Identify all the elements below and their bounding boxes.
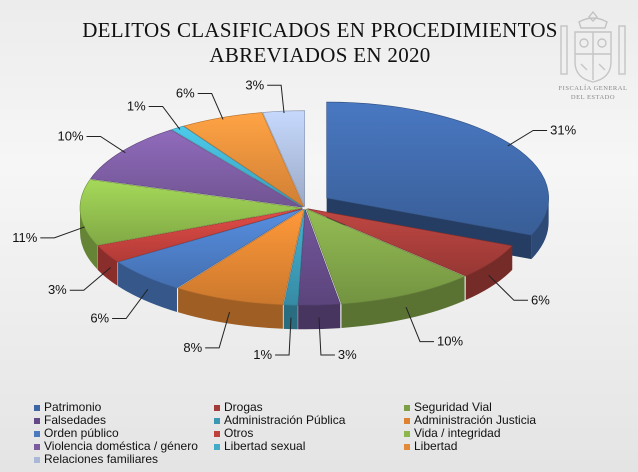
emblem-caption-line-2: DEL ESTADO	[570, 94, 616, 101]
legend-item-falsedades: Falsedades	[34, 414, 106, 427]
data-label-libertad-sexual: 1%	[127, 98, 146, 113]
legend-label: Violencia doméstica / género	[44, 439, 198, 453]
legend-label: Vida / integridad	[414, 426, 501, 440]
leader-line	[112, 289, 149, 319]
legend-label: Administración Pública	[224, 413, 346, 427]
legend-swatch	[34, 443, 40, 450]
legend-label: Administración Justicia	[414, 413, 537, 427]
slice-drogas	[307, 208, 513, 277]
legend-label: Drogas	[224, 400, 263, 414]
slice-violencia-dom-stica-g-nero	[90, 129, 303, 208]
legend-item-otros: Otros	[214, 427, 253, 440]
slice-side-administraci-n-p-blica	[283, 304, 298, 330]
legend-swatch	[404, 430, 410, 437]
legend-label: Libertad sexual	[224, 439, 306, 453]
chart-title: DELITOS CLASIFICADOS EN PROCEDIMIENTOS A…	[60, 18, 580, 68]
legend-label: Seguridad Vial	[414, 400, 492, 414]
legend-swatch	[404, 443, 410, 450]
data-label-falsedades: 3%	[338, 347, 357, 362]
legend-swatch	[214, 443, 220, 450]
data-label-seguridad-vial: 10%	[437, 334, 463, 349]
legend-swatch	[404, 417, 410, 424]
slice-side-orden-p-blico	[118, 262, 177, 312]
leader-line	[197, 93, 224, 120]
leader-line	[69, 267, 111, 291]
legend-swatch	[214, 404, 220, 411]
legend-swatch	[214, 430, 220, 437]
coat-of-arms-icon	[560, 10, 626, 83]
legend-item-administraci-n-justicia: Administración Justicia	[404, 414, 536, 427]
leader-line	[488, 274, 528, 301]
slice-falsedades	[297, 209, 341, 306]
legend-label: Orden público	[44, 426, 119, 440]
pie-slices	[79, 101, 549, 306]
slice-libertad	[183, 112, 305, 208]
slice-administraci-n-justicia	[177, 208, 305, 306]
data-label-vida-integridad: 11%	[12, 230, 37, 245]
leader-line	[275, 317, 292, 356]
slice-vida-integridad	[79, 179, 303, 246]
chart-title-line-1: DELITOS CLASIFICADOS EN PROCEDIMIENTOS	[82, 18, 558, 42]
emblem-caption: FISCALÍA GENERAL DEL ESTADO	[548, 84, 638, 102]
legend-label: Patrimonio	[44, 400, 102, 414]
slice-orden-p-blico	[117, 208, 304, 289]
slice-libertad-sexual	[170, 125, 304, 208]
legend-item-libertad-sexual: Libertad sexual	[214, 440, 305, 453]
slice-patrimonio	[326, 101, 549, 236]
slice-administraci-n-p-blica	[283, 209, 306, 306]
data-label-relaciones-familiares: 3%	[245, 77, 264, 92]
data-label-orden-p-blico: 6%	[90, 310, 109, 325]
legend-swatch	[34, 456, 40, 463]
slice-side-falsedades	[298, 304, 341, 330]
legend-label: Relaciones familiares	[44, 452, 159, 466]
legend-label: Libertad	[414, 439, 458, 453]
legend-label: Otros	[224, 426, 254, 440]
legend-swatch	[34, 417, 40, 424]
legend-label: Falsedades	[44, 413, 107, 427]
slice-seguridad-vial	[305, 208, 466, 305]
data-label-administraci-n-p-blica: 1%	[253, 347, 272, 362]
slice-side-vida-integridad	[80, 208, 98, 270]
leader-line	[318, 317, 335, 356]
legend-item-drogas: Drogas	[214, 401, 263, 414]
leader-line	[507, 129, 548, 147]
slice-side-seguridad-vial	[341, 276, 465, 328]
data-labels: 31% 6% 10% 3% 1% 8% 6% 3% 11% 10% 1% 6% 3%	[12, 77, 576, 362]
legend-item-patrimonio: Patrimonio	[34, 401, 101, 414]
legend-item-violencia-dom-stica-g-nero: Violencia doméstica / género	[34, 440, 198, 453]
leader-line	[267, 84, 285, 114]
leader-line	[86, 135, 126, 154]
legend-item-vida-integridad: Vida / integridad	[404, 427, 501, 440]
legend-item-orden-p-blico: Orden público	[34, 427, 119, 440]
emblem-caption-line-1: FISCALÍA GENERAL	[558, 85, 628, 92]
slice-side-otros	[97, 245, 118, 286]
slice-otros	[96, 208, 303, 263]
label-leader-lines	[40, 84, 548, 356]
slice-side-patrimonio	[531, 198, 549, 260]
data-label-patrimonio: 31%	[550, 122, 576, 137]
legend-swatch	[34, 430, 40, 437]
data-label-drogas: 6%	[531, 292, 550, 307]
data-label-administraci-n-justicia: 8%	[183, 340, 202, 355]
legend-item-libertad: Libertad	[404, 440, 457, 453]
slice-side-administraci-n-justicia	[178, 288, 283, 329]
slice-side-drogas	[465, 245, 513, 301]
leader-line	[205, 311, 231, 349]
leader-line	[405, 306, 435, 343]
legend-swatch	[34, 404, 40, 411]
pie-chart: 31% 6% 10% 3% 1% 8% 6% 3% 11% 10% 1% 6% 3%	[12, 77, 576, 362]
data-label-violencia-dom-stica-g-nero: 10%	[58, 128, 84, 143]
legend-swatch	[214, 417, 220, 424]
legend-item-administraci-n-p-blica: Administración Pública	[214, 414, 345, 427]
leader-line	[40, 226, 85, 239]
chart-title-line-2: ABREVIADOS EN 2020	[209, 43, 431, 67]
legend-swatch	[404, 404, 410, 411]
data-label-otros: 3%	[48, 282, 67, 297]
data-label-libertad: 6%	[176, 86, 195, 101]
leader-line	[148, 105, 181, 130]
legend-item-relaciones-familiares: Relaciones familiares	[34, 453, 158, 466]
legend-item-seguridad-vial: Seguridad Vial	[404, 401, 492, 414]
